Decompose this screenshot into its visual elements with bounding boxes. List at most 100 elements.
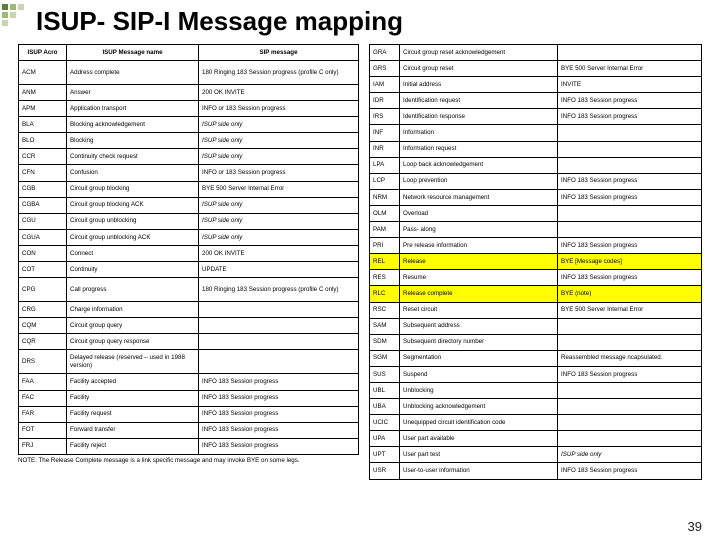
table-cell: BYE 500 Server Internal Error [199, 181, 359, 197]
table-cell: PRI [370, 238, 400, 254]
table-cell [558, 222, 702, 238]
table-row: UPTUser part testISUP side only [370, 447, 702, 463]
table-cell: Circuit group query [67, 318, 199, 334]
main-content: ISUP AcroISUP Message nameSIP message AC… [18, 44, 708, 480]
table-row: RELReleaseBYE [Message codes] [370, 254, 702, 270]
table-cell: FRJ [19, 438, 67, 454]
table-row: ACMAddress complete180 Ringing 183 Sessi… [19, 61, 359, 85]
table-cell [199, 334, 359, 350]
table-cell [558, 415, 702, 431]
table-cell: FAA [19, 374, 67, 390]
table-cell: 200 OK INVITE [199, 245, 359, 261]
table-cell: Subsequent address [400, 318, 558, 334]
table-cell: INFO 183 Session progress [558, 366, 702, 382]
table-cell: Blocking acknowledgement [67, 117, 199, 133]
table-row: IRSIdentification responseINFO 183 Sessi… [370, 109, 702, 125]
table-cell: Overload [400, 205, 558, 221]
table-cell: INR [370, 141, 400, 157]
column-header: ISUP Acro [19, 45, 67, 61]
table-cell: 200 OK INVITE [199, 85, 359, 101]
table-cell: Release [400, 254, 558, 270]
table-cell: APM [19, 101, 67, 117]
table-cell: NRM [370, 189, 400, 205]
table-cell: Facility accepted [67, 374, 199, 390]
footnote: NOTE: The Release Complete message is a … [18, 457, 358, 464]
table-cell: Release complete [400, 286, 558, 302]
table-cell: OLM [370, 205, 400, 221]
table-cell: Connect [67, 245, 199, 261]
table-cell: GRA [370, 45, 400, 61]
table-row: UCICUnequipped circuit identification co… [370, 415, 702, 431]
table-cell: INFO 183 Session progress [558, 238, 702, 254]
table-cell: Unblocking [400, 382, 558, 398]
table-row: PRIPre release informationINFO 183 Sessi… [370, 238, 702, 254]
table-cell: LCP [370, 173, 400, 189]
table-cell: Unblocking acknowledgement [400, 399, 558, 415]
table-cell: 180 Ringing 183 Session progress (profil… [199, 61, 359, 85]
table-cell: Identification request [400, 93, 558, 109]
table-cell: Identification response [400, 109, 558, 125]
right-column: GRACircuit group reset acknowledgementGR… [369, 44, 702, 480]
table-cell: REL [370, 254, 400, 270]
table-row: CGUACircuit group unblocking ACKISUP sid… [19, 229, 359, 245]
table-cell: INFO 183 Session progress [558, 109, 702, 125]
table-cell [558, 205, 702, 221]
table-cell: Information [400, 125, 558, 141]
table-cell: Answer [67, 85, 199, 101]
mapping-table-right: GRACircuit group reset acknowledgementGR… [369, 44, 702, 480]
table-cell: Facility reject [67, 438, 199, 454]
table-cell: Initial address [400, 77, 558, 93]
table-cell: Confusion [67, 165, 199, 181]
table-row: RSCReset circuitBYE 500 Server Internal … [370, 302, 702, 318]
table-row: USRUser-to-user informationINFO 183 Sess… [370, 463, 702, 479]
table-cell: Continuity [67, 262, 199, 278]
table-cell: Delayed release (reserved – used in 1988… [67, 350, 199, 374]
table-cell: UBA [370, 399, 400, 415]
table-row: COTContinuityUPDATE [19, 262, 359, 278]
column-header: ISUP Message name [67, 45, 199, 61]
table-cell: Facility [67, 390, 199, 406]
table-cell: UBL [370, 382, 400, 398]
table-row: UBAUnblocking acknowledgement [370, 399, 702, 415]
table-cell: INFO 183 Session progress [558, 463, 702, 479]
table-cell: Segmentation [400, 350, 558, 366]
table-cell: IDR [370, 93, 400, 109]
table-row: FAAFacility acceptedINFO 183 Session pro… [19, 374, 359, 390]
table-cell [199, 350, 359, 374]
table-cell [558, 157, 702, 173]
table-cell: CGBA [19, 197, 67, 213]
table-cell: Loop prevention [400, 173, 558, 189]
table-cell: LPA [370, 157, 400, 173]
table-row: CQRCircuit group query response [19, 334, 359, 350]
table-cell: SDM [370, 334, 400, 350]
table-cell: ISUP side only [199, 133, 359, 149]
table-cell [558, 45, 702, 61]
table-cell: PAM [370, 222, 400, 238]
table-cell: Circuit group reset acknowledgement [400, 45, 558, 61]
table-row: IAMInitial addressINVITE [370, 77, 702, 93]
table-cell: BYE 500 Server Internal Error [558, 61, 702, 77]
table-row: FARFacility requestINFO 183 Session prog… [19, 406, 359, 422]
table-cell: INF [370, 125, 400, 141]
table-cell: Circuit group unblocking [67, 213, 199, 229]
table-cell: SAM [370, 318, 400, 334]
table-cell [558, 141, 702, 157]
table-cell: GRS [370, 61, 400, 77]
table-row: LPALoop back acknowledgement [370, 157, 702, 173]
table-row: RLCRelease completeBYE (note) [370, 286, 702, 302]
table-cell: BYE [Message codes] [558, 254, 702, 270]
table-cell: DRS [19, 350, 67, 374]
table-cell: Circuit group reset [400, 61, 558, 77]
table-row: APMApplication transportINFO or 183 Sess… [19, 101, 359, 117]
table-cell: Blocking [67, 133, 199, 149]
table-cell: Call progress [67, 278, 199, 302]
table-cell: ISUP side only [199, 149, 359, 165]
table-row: CPGCall progress180 Ringing 183 Session … [19, 278, 359, 302]
page-number: 39 [688, 519, 702, 534]
table-cell: Facility request [67, 406, 199, 422]
table-cell [558, 334, 702, 350]
table-cell: INFO or 183 Session progress [199, 165, 359, 181]
table-row: GRSCircuit group resetBYE 500 Server Int… [370, 61, 702, 77]
table-cell: CRG [19, 302, 67, 318]
table-cell: INFO 183 Session progress [558, 93, 702, 109]
